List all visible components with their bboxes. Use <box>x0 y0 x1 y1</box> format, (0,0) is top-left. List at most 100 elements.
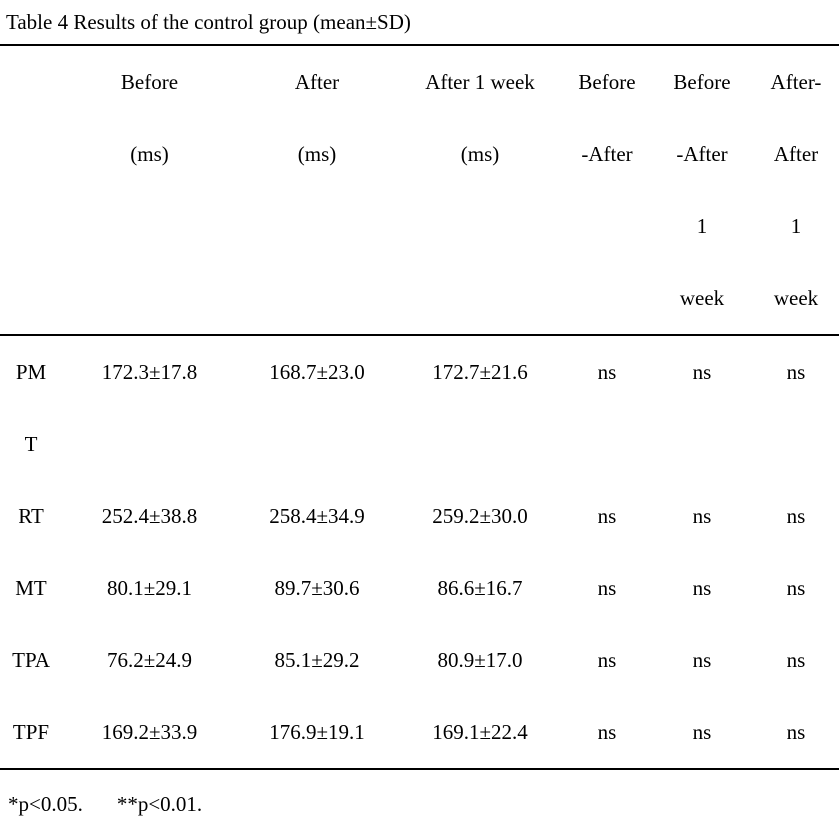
value-text: ns <box>692 719 712 744</box>
value-text: ns <box>597 503 617 528</box>
header-line: 1 <box>790 213 802 238</box>
header-line <box>563 262 651 334</box>
table-caption: Table 4 Results of the control group (me… <box>6 9 411 34</box>
header-line <box>0 118 62 190</box>
header-line <box>563 190 651 262</box>
header-line: (ms) <box>460 141 500 166</box>
header-line: After <box>773 141 819 166</box>
value-text: 169.1±22.4 <box>432 719 528 744</box>
value-text: 80.1±29.1 <box>106 575 193 600</box>
header-line: Before <box>673 69 731 94</box>
cell-value: 169.1±22.4 <box>397 696 563 770</box>
col-header-after-after-1-week: After- After 1 week <box>753 46 839 336</box>
significance-level-1: *p<0.05. <box>8 792 83 816</box>
row-label: TPF <box>0 696 62 770</box>
value-text: 169.2±33.9 <box>101 719 198 744</box>
value-text: 76.2±24.9 <box>106 647 193 672</box>
header-line: After 1 week <box>425 69 535 94</box>
row-label: PM T <box>0 335 62 480</box>
cell-value: ns <box>753 624 839 696</box>
col-header-after-1-week-ms: After 1 week (ms) <box>397 46 563 336</box>
header-line <box>0 190 62 262</box>
cell-value: ns <box>651 552 753 624</box>
value-text: ns <box>786 359 806 384</box>
value-text: 80.9±17.0 <box>437 647 523 672</box>
value-text: ns <box>692 647 712 672</box>
significance-level-2: **p<0.01. <box>116 792 203 816</box>
cell-value: ns <box>563 480 651 552</box>
value-text: ns <box>786 575 806 600</box>
col-header-parameter <box>0 46 62 336</box>
header-row: Before (ms) After (ms) After 1 week (ms) <box>0 46 839 336</box>
table-row-pmt: PM T 172.3±17.8 168.7±23.0 172.7±21.6 ns… <box>0 335 839 480</box>
cell-value: ns <box>651 480 753 552</box>
cell-value: 258.4±34.9 <box>237 480 397 552</box>
cell-value: ns <box>753 696 839 770</box>
col-header-after-ms: After (ms) <box>237 46 397 336</box>
table-body: PM T 172.3±17.8 168.7±23.0 172.7±21.6 ns… <box>0 335 839 770</box>
value-text: 259.2±30.0 <box>432 503 528 528</box>
top-rule <box>0 44 839 46</box>
value-text: 168.7±23.0 <box>269 359 365 384</box>
row-label-line: T <box>24 431 38 456</box>
header-line <box>62 262 237 334</box>
cell-value: 172.7±21.6 <box>397 335 563 480</box>
col-header-before-ms: Before (ms) <box>62 46 237 336</box>
row-label-line: TPF <box>12 719 50 744</box>
row-label: MT <box>0 552 62 624</box>
row-label-line: MT <box>15 575 47 600</box>
value-text: 89.7±30.6 <box>274 575 360 600</box>
row-label: RT <box>0 480 62 552</box>
cell-value: 86.6±16.7 <box>397 552 563 624</box>
header-line <box>237 190 397 262</box>
cell-value: 172.3±17.8 <box>62 335 237 480</box>
value-text: ns <box>597 359 617 384</box>
cell-value: ns <box>651 624 753 696</box>
cell-value: ns <box>563 335 651 480</box>
value-text: ns <box>692 359 712 384</box>
table-row-rt: RT 252.4±38.8 258.4±34.9 259.2±30.0 ns n… <box>0 480 839 552</box>
row-label-line: RT <box>18 503 44 528</box>
cell-value: ns <box>563 624 651 696</box>
header-line: week <box>773 285 819 310</box>
cell-value: ns <box>753 552 839 624</box>
cell-value: 80.9±17.0 <box>397 624 563 696</box>
table-row-tpa: TPA 76.2±24.9 85.1±29.2 80.9±17.0 ns ns … <box>0 624 839 696</box>
results-table: Before (ms) After (ms) After 1 week (ms) <box>0 46 839 770</box>
cell-value: 85.1±29.2 <box>237 624 397 696</box>
cell-value: 76.2±24.9 <box>62 624 237 696</box>
cell-value: ns <box>563 696 651 770</box>
cell-value: 252.4±38.8 <box>62 480 237 552</box>
cell-value: 176.9±19.1 <box>237 696 397 770</box>
row-label-line: PM <box>15 359 47 384</box>
row-label: TPA <box>0 624 62 696</box>
header-line <box>0 262 62 334</box>
value-text: ns <box>786 647 806 672</box>
cell-value: 168.7±23.0 <box>237 335 397 480</box>
value-text: 86.6±16.7 <box>437 575 523 600</box>
header-line: -After <box>676 141 728 166</box>
cell-value: 80.1±29.1 <box>62 552 237 624</box>
value-text: 176.9±19.1 <box>269 719 365 744</box>
value-text: 172.3±17.8 <box>101 359 198 384</box>
cell-value: 259.2±30.0 <box>397 480 563 552</box>
cell-value: ns <box>753 480 839 552</box>
header-line: After <box>294 69 340 94</box>
value-text: ns <box>692 503 712 528</box>
cell-value: ns <box>753 335 839 480</box>
cell-value: 169.2±33.9 <box>62 696 237 770</box>
cell-value: ns <box>651 696 753 770</box>
value-text: 85.1±29.2 <box>274 647 360 672</box>
header-line: (ms) <box>130 141 169 166</box>
cell-value: ns <box>651 335 753 480</box>
header-line: After- <box>770 69 822 94</box>
value-text: ns <box>597 575 617 600</box>
table-row-mt: MT 80.1±29.1 89.7±30.6 86.6±16.7 ns ns n… <box>0 552 839 624</box>
value-text: 252.4±38.8 <box>101 503 198 528</box>
header-line: Before <box>120 69 179 94</box>
value-text: ns <box>786 503 806 528</box>
header-line <box>397 190 563 262</box>
value-text: ns <box>786 719 806 744</box>
header-line <box>397 262 563 334</box>
